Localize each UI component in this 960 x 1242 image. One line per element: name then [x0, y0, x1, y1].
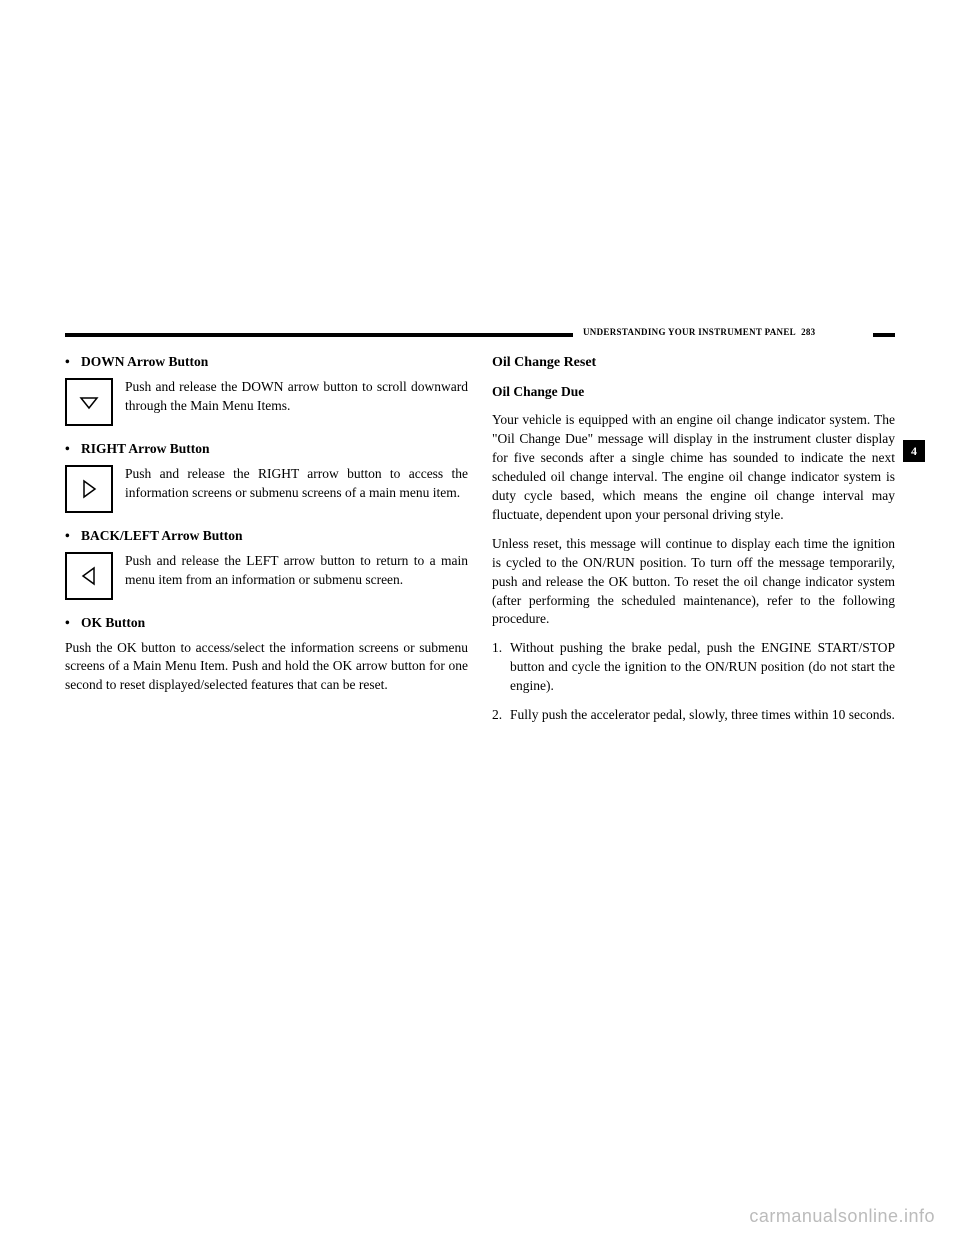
oil-change-reset-title: Oil Change Reset: [492, 353, 895, 373]
paragraph-2: Unless reset, this message will continue…: [492, 535, 895, 629]
step-number: 1.: [492, 639, 510, 696]
bullet-item: • BACK/LEFT Arrow Button: [65, 527, 468, 546]
icon-description: Push and release the RIGHT arrow button …: [125, 465, 468, 503]
right-column: Oil Change Reset Oil Change Due Your veh…: [492, 353, 895, 735]
section-tab: 4: [903, 440, 925, 462]
bullet-label: BACK/LEFT Arrow Button: [81, 527, 243, 546]
bullet-dot: •: [65, 440, 81, 459]
header-rule: UNDERSTANDING YOUR INSTRUMENT PANEL 283: [65, 325, 895, 345]
bullet-label: DOWN Arrow Button: [81, 353, 208, 372]
bullet-dot: •: [65, 614, 81, 633]
left-column: • DOWN Arrow Button Push and release the…: [65, 353, 468, 735]
step-text: Fully push the accelerator pedal, slowly…: [510, 706, 895, 725]
icon-row: Push and release the RIGHT arrow button …: [65, 465, 468, 513]
step-item: 1. Without pushing the brake pedal, push…: [492, 639, 895, 696]
icon-description: Push and release the LEFT arrow button t…: [125, 552, 468, 590]
page-number: 283: [801, 327, 815, 337]
icon-row: Push and release the LEFT arrow button t…: [65, 552, 468, 600]
step-item: 2. Fully push the accelerator pedal, slo…: [492, 706, 895, 725]
down-arrow-icon: [65, 378, 113, 426]
right-arrow-icon: [65, 465, 113, 513]
bullet-item: • RIGHT Arrow Button: [65, 440, 468, 459]
left-arrow-icon: [65, 552, 113, 600]
bullet-item: • OK Button: [65, 614, 468, 633]
ok-button-description: Push the OK button to access/select the …: [65, 639, 468, 696]
icon-row: Push and release the DOWN arrow button t…: [65, 378, 468, 426]
rule-left-segment: [65, 333, 573, 337]
oil-change-due-subtitle: Oil Change Due: [492, 383, 895, 402]
step-text: Without pushing the brake pedal, push th…: [510, 639, 895, 696]
watermark: carmanualsonline.info: [749, 1206, 935, 1227]
bullet-label: RIGHT Arrow Button: [81, 440, 210, 459]
bullet-dot: •: [65, 353, 81, 372]
page-content: UNDERSTANDING YOUR INSTRUMENT PANEL 283 …: [65, 325, 895, 735]
bullet-dot: •: [65, 527, 81, 546]
rule-right-segment: [873, 333, 895, 337]
icon-description: Push and release the DOWN arrow button t…: [125, 378, 468, 416]
bullet-label: OK Button: [81, 614, 145, 633]
section-title: UNDERSTANDING YOUR INSTRUMENT PANEL: [583, 327, 796, 337]
bullet-item: • DOWN Arrow Button: [65, 353, 468, 372]
paragraph-1: Your vehicle is equipped with an engine …: [492, 411, 895, 524]
step-number: 2.: [492, 706, 510, 725]
header-text: UNDERSTANDING YOUR INSTRUMENT PANEL 283: [583, 327, 815, 337]
content-columns: • DOWN Arrow Button Push and release the…: [65, 353, 895, 735]
